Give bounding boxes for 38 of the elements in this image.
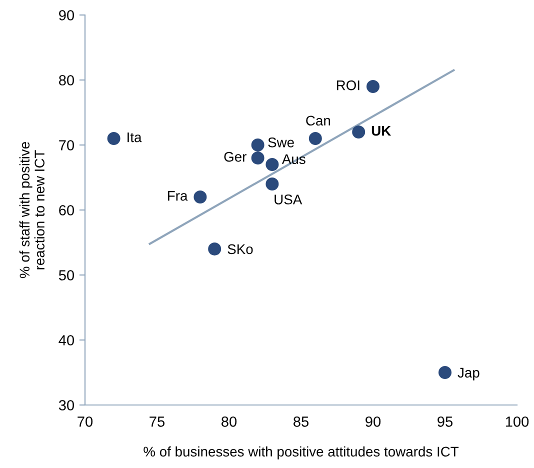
y-tick-label: 90	[59, 10, 74, 20]
annotation: Swe	[268, 138, 294, 148]
x-tick-label: 100	[506, 416, 529, 427]
point	[194, 190, 207, 204]
y-tick-label: 70	[59, 140, 74, 150]
annotation: USA	[274, 194, 302, 204]
x-tick-label: 80	[222, 416, 237, 427]
point	[107, 132, 120, 146]
annotation: Ita	[128, 132, 142, 142]
annotation: Aus	[282, 154, 306, 164]
point	[266, 158, 279, 172]
y-tick-label: 60	[59, 205, 74, 216]
x-tick-label: 75	[150, 416, 164, 427]
point	[366, 80, 380, 94]
annotation: Fra	[168, 191, 188, 201]
y-tick-label: 30	[58, 400, 74, 410]
y-tick-label: 80	[58, 75, 74, 86]
annotation: ROI	[336, 80, 360, 90]
annotation: Can	[306, 116, 330, 126]
point	[266, 177, 279, 191]
y-tick-label: 40	[58, 335, 74, 346]
annotation: Ger	[224, 152, 246, 162]
point	[251, 138, 264, 152]
annotation: UK	[372, 126, 392, 136]
point	[438, 366, 452, 380]
x-tick-label: 90	[366, 416, 381, 427]
annotation: SKo	[228, 244, 253, 254]
x-tick-label: 95	[438, 416, 452, 427]
point	[352, 125, 366, 139]
annotation: Jap	[458, 368, 480, 380]
x-axis-title: % of businesses with positive attitudes towards ICT	[144, 446, 459, 460]
point	[251, 151, 264, 165]
x-tick-label: 70	[78, 416, 93, 427]
point	[208, 242, 222, 256]
y-axis-title: % of staff with positive reaction to new ICT	[19, 142, 45, 278]
point	[308, 132, 322, 146]
x-tick-label: 85	[294, 416, 308, 427]
y-tick-label: 50	[58, 270, 74, 280]
